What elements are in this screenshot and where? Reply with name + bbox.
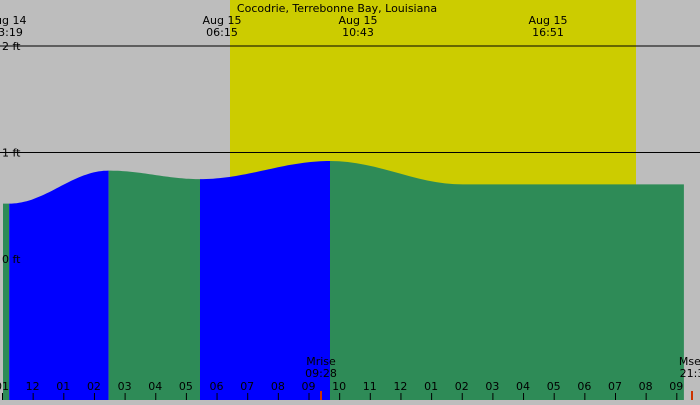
hour-tick-label: 06: [210, 380, 224, 393]
hour-tick-label: 07: [608, 380, 622, 393]
hour-tick-label: 09: [669, 380, 683, 393]
hour-tick-label: 10: [332, 380, 346, 393]
moon-event-time: 09:28: [305, 367, 337, 380]
hour-tick-label: 01: [424, 380, 438, 393]
event-time-label: 16:51: [532, 26, 564, 39]
y-tick-label-1ft: 1 ft: [2, 147, 21, 160]
y-tick-label-0ft: 0 ft: [2, 253, 21, 266]
tide-area-rising-1: [9, 171, 108, 400]
hour-tick-label: 08: [639, 380, 653, 393]
moon-event-time: 21:3: [680, 367, 700, 380]
event-time-label: 06:15: [206, 26, 238, 39]
hour-tick-label: 03: [118, 380, 132, 393]
hour-tick-label: 04: [516, 380, 530, 393]
hour-tick-label: 03: [485, 380, 499, 393]
tide-area-layer: [3, 161, 684, 400]
hour-tick-label: 11: [363, 380, 377, 393]
event-time-label: 10:43: [342, 26, 374, 39]
hour-tick-label: 07: [240, 380, 254, 393]
tide-area-night-0: [3, 204, 9, 400]
hour-tick-label: 05: [179, 380, 193, 393]
hour-tick-label: 12: [393, 380, 407, 393]
y-tick-label-2ft: 2 ft: [2, 40, 21, 53]
hour-tick-label: 06: [577, 380, 591, 393]
hour-tick-label: 04: [148, 380, 162, 393]
hour-tick-label: 08: [271, 380, 285, 393]
hour-tick-label: 01: [0, 380, 9, 393]
chart-title: Cocodrie, Terrebonne Bay, Louisiana: [237, 2, 437, 15]
hour-tick-label: 02: [455, 380, 469, 393]
hour-tick-label: 01: [56, 380, 70, 393]
tide-area-falling-4: [330, 161, 684, 400]
hour-tick-label: 05: [547, 380, 561, 393]
event-time-label: 23:19: [0, 26, 23, 39]
tide-area-falling-2: [109, 171, 200, 400]
hour-tick-label: 02: [87, 380, 101, 393]
hour-tick-label: 09: [302, 380, 316, 393]
hour-tick-label: 12: [26, 380, 40, 393]
